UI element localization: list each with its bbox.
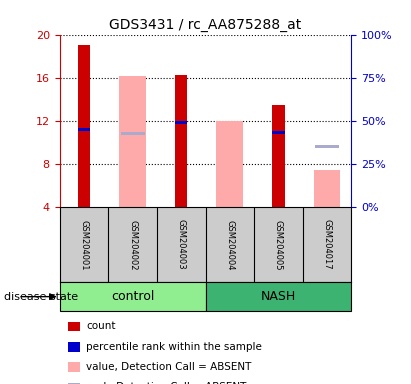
Text: value, Detection Call = ABSENT: value, Detection Call = ABSENT: [86, 362, 252, 372]
Bar: [206, 282, 351, 311]
Bar: [78, 45, 90, 207]
Text: rank, Detection Call = ABSENT: rank, Detection Call = ABSENT: [86, 382, 247, 384]
Bar: [119, 76, 146, 207]
Bar: [175, 74, 187, 207]
Text: GSM204002: GSM204002: [128, 220, 137, 270]
Bar: [314, 170, 340, 207]
Bar: [175, 121, 187, 124]
Bar: [78, 127, 90, 131]
Text: control: control: [111, 290, 154, 303]
Text: count: count: [86, 321, 116, 331]
Bar: [60, 282, 206, 311]
Text: GSM204001: GSM204001: [79, 220, 88, 270]
Bar: [315, 145, 339, 148]
Bar: [272, 131, 284, 134]
Bar: [272, 105, 284, 207]
Text: GSM204004: GSM204004: [225, 220, 234, 270]
Text: GSM204017: GSM204017: [323, 220, 332, 270]
Text: GSM204003: GSM204003: [177, 220, 186, 270]
Text: GSM204005: GSM204005: [274, 220, 283, 270]
Bar: [217, 121, 243, 207]
Bar: [120, 132, 145, 135]
Text: disease state: disease state: [4, 291, 78, 302]
Title: GDS3431 / rc_AA875288_at: GDS3431 / rc_AA875288_at: [109, 18, 302, 32]
Text: percentile rank within the sample: percentile rank within the sample: [86, 342, 262, 352]
Text: NASH: NASH: [261, 290, 296, 303]
